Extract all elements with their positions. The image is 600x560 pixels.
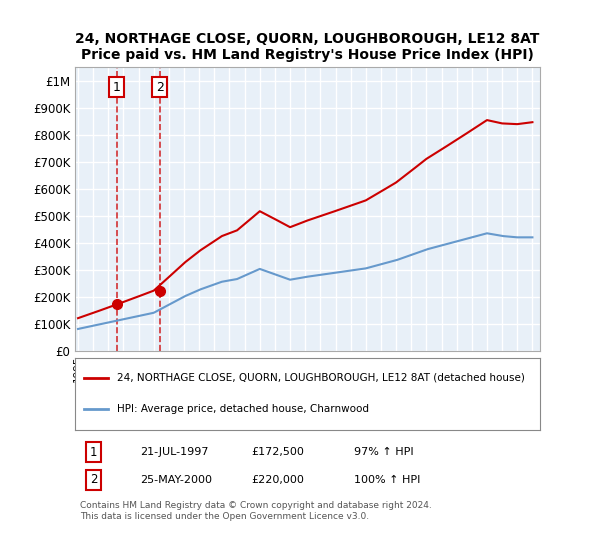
Text: 2: 2 (90, 473, 97, 486)
Text: 24, NORTHAGE CLOSE, QUORN, LOUGHBOROUGH, LE12 8AT (detached house): 24, NORTHAGE CLOSE, QUORN, LOUGHBOROUGH,… (117, 373, 525, 382)
Text: 100% ↑ HPI: 100% ↑ HPI (354, 475, 421, 485)
Text: Contains HM Land Registry data © Crown copyright and database right 2024.
This d: Contains HM Land Registry data © Crown c… (80, 502, 431, 521)
Text: 21-JUL-1997: 21-JUL-1997 (140, 447, 209, 457)
Text: £220,000: £220,000 (252, 475, 305, 485)
Text: 2: 2 (156, 81, 164, 94)
Text: 97% ↑ HPI: 97% ↑ HPI (354, 447, 413, 457)
Text: 1: 1 (90, 446, 97, 459)
Text: 25-MAY-2000: 25-MAY-2000 (140, 475, 212, 485)
Text: HPI: Average price, detached house, Charnwood: HPI: Average price, detached house, Char… (117, 404, 369, 414)
Title: 24, NORTHAGE CLOSE, QUORN, LOUGHBOROUGH, LE12 8AT
Price paid vs. HM Land Registr: 24, NORTHAGE CLOSE, QUORN, LOUGHBOROUGH,… (76, 32, 539, 62)
Text: £172,500: £172,500 (252, 447, 305, 457)
Text: 1: 1 (113, 81, 121, 94)
